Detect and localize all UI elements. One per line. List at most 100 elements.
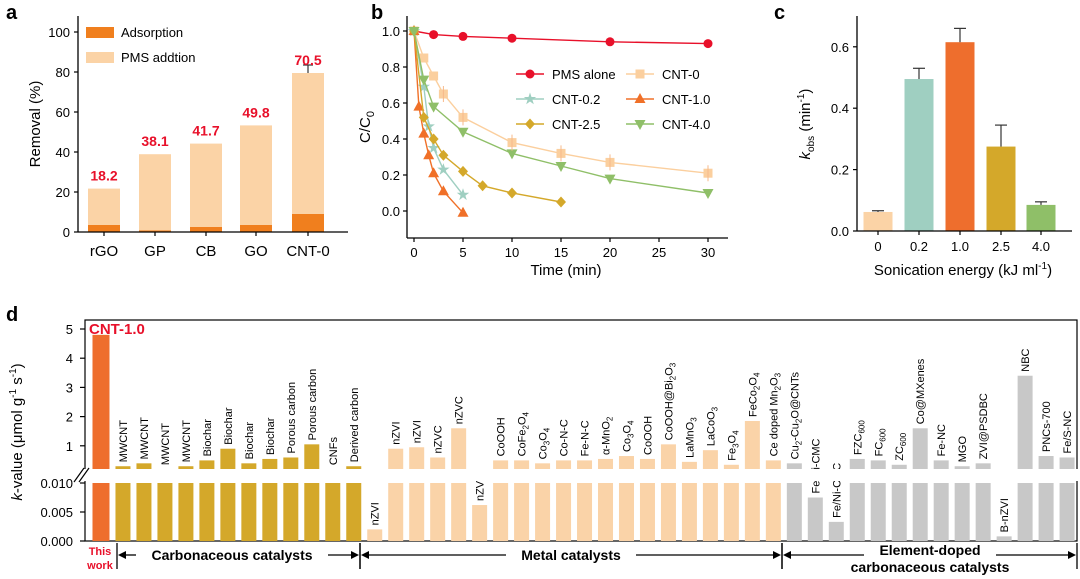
bar-upper-CoOOH: [493, 460, 509, 469]
category-label-CNT-0: CNT-0: [286, 243, 329, 260]
bar-lower-CNFs: [325, 483, 341, 541]
bar-adsorption-CNT-0: [292, 214, 324, 232]
panel-d-letter: d: [6, 304, 18, 326]
legend-label-CNT-2.5: CNT-2.5: [552, 117, 600, 132]
category-label: MWCNT: [118, 420, 130, 462]
point-CNT-2.5: [556, 196, 566, 208]
bar-sonication-0.2: [904, 79, 934, 231]
bar-lower-MWCNT: [136, 483, 152, 541]
legend-marker-CNT-2.5: [525, 118, 535, 130]
panel-a-ylabel: Removal (%): [27, 81, 44, 168]
legend-marker-CNT-1.0: [634, 93, 646, 103]
panel-c-xtick-label: 2.5: [992, 239, 1010, 254]
bar-lower-Co-N-C: [556, 483, 572, 541]
arrowhead: [118, 551, 126, 559]
point-CNT-1.0: [437, 185, 449, 196]
panel-d-ytick-label: 0.005: [40, 505, 73, 520]
category-label: MWCNT: [160, 423, 172, 465]
bar-lower-α-MnO2: [598, 483, 614, 541]
panel-b-ytick-label: 0.0: [382, 204, 400, 219]
panel-a-letter: a: [6, 2, 18, 24]
value-label-CB: 41.7: [192, 123, 219, 139]
category-label: MWCNT: [139, 417, 151, 459]
legend-adsorption-label: Adsorption: [121, 25, 183, 40]
category-label: Biochar: [223, 407, 235, 445]
point-CNT-2.5: [438, 149, 449, 161]
point-PMS alone: [429, 30, 439, 40]
point-CNT-0: [419, 53, 429, 63]
group-label: Carbonaceous catalysts: [151, 547, 312, 563]
point-CNT-4.0: [418, 75, 430, 86]
bar-lower-CoOOH: [493, 483, 509, 541]
category-label: nZVC: [454, 396, 466, 424]
bar-upper-Co3O4: [535, 463, 551, 469]
bar-upper-Fe-NC: [933, 460, 949, 469]
category-label: LaMnO3: [684, 417, 698, 458]
bar-lower-Fe-NC: [933, 483, 949, 541]
point-CNT-0: [429, 71, 439, 81]
group-label-this-work-2: work: [86, 560, 114, 572]
panel-d-ytick-label: 4: [66, 351, 73, 366]
bar-lower-ZC600: [891, 483, 907, 541]
category-label: Co-N-C: [559, 419, 571, 456]
bar-lower-nZVI: [388, 483, 404, 541]
category-label: CoOOH: [496, 417, 508, 456]
point-CNT-0.2: [417, 80, 430, 93]
bar-upper-Biochar: [262, 458, 278, 469]
bar-lower-LaCoO3: [702, 483, 718, 541]
value-label-GO: 49.8: [242, 104, 269, 120]
bar-upper-NBC: [1017, 375, 1033, 469]
bar-lower-Biochar: [241, 483, 257, 541]
category-label: FZC600: [852, 420, 866, 455]
bar-lower-Fe3O4: [723, 483, 739, 541]
point-CNT-0.2: [422, 119, 435, 132]
category-label: Biochar: [202, 419, 214, 457]
category-label: Co@MXenes: [915, 358, 927, 424]
bar-upper-CNT-1.0: [92, 334, 110, 469]
bar-lower-Porous carbon: [304, 483, 320, 541]
value-label-CNT-0: 70.5: [294, 52, 321, 68]
category-label-CB: CB: [196, 243, 217, 260]
point-PMS alone: [703, 39, 713, 49]
panel-b-letter: b: [371, 2, 383, 24]
category-label: Ce doped Mn2O3: [768, 372, 782, 456]
bar-upper-CoOOH: [639, 458, 655, 469]
bar-lower-FZC600: [849, 483, 865, 541]
category-label: α-MnO2: [601, 416, 615, 455]
bar-upper-Porous carbon: [283, 457, 299, 469]
bar-adsorption-GO: [240, 225, 272, 232]
bar-sonication-0: [863, 211, 893, 231]
bar-lower-Co@MXenes: [912, 483, 928, 541]
panel-a-ytick-label: 20: [56, 185, 70, 200]
legend-marker-CNT-4.0: [634, 120, 646, 130]
panel-c-chart: 0.0 0.2 0.4 0.6 0 0.2 1.0 2.5 4.0 Sonication en…: [796, 16, 1072, 279]
panel-d-ytick-label: 0.000: [40, 534, 73, 549]
bar-adsorption-GP: [139, 230, 171, 232]
legend-marker-PMS alone: [525, 69, 535, 79]
category-label-rGO: rGO: [90, 243, 118, 260]
bar-lower-MWCNT: [157, 483, 173, 541]
bar-upper-Fe/S-NC: [1059, 457, 1075, 469]
legend-marker-CNT-0.2: [523, 92, 537, 105]
bar-lower-CoFe2O4: [514, 483, 530, 541]
category-label: Fe/Ni-CMC: [810, 438, 822, 493]
point-PMS alone: [605, 37, 615, 47]
panel-c-ytick-label: 0.4: [831, 101, 849, 116]
category-label: Porous carbon: [307, 369, 319, 441]
category-label: nZVI: [412, 420, 424, 443]
panel-d-ytick-label: 1: [66, 439, 73, 454]
point-CNT-4.0: [604, 174, 616, 185]
bar-upper-Biochar: [199, 460, 215, 469]
point-PMS alone: [458, 31, 468, 41]
legend-pms-swatch: [86, 52, 114, 63]
bar-upper-FZC600: [849, 458, 865, 469]
point-CNT-4.0: [506, 149, 518, 160]
bar-upper-ZC600: [891, 464, 907, 469]
panel-b-ytick-label: 0.2: [382, 168, 400, 183]
point-PMS alone: [507, 33, 517, 43]
bar-sonication-1.0: [945, 42, 975, 231]
category-label: Porous carbon: [286, 382, 298, 454]
panel-b-ytick-label: 0.6: [382, 96, 400, 111]
panel-c-ytick-label: 0.0: [831, 224, 849, 239]
panel-b-xlabel: Time (min): [530, 262, 601, 279]
